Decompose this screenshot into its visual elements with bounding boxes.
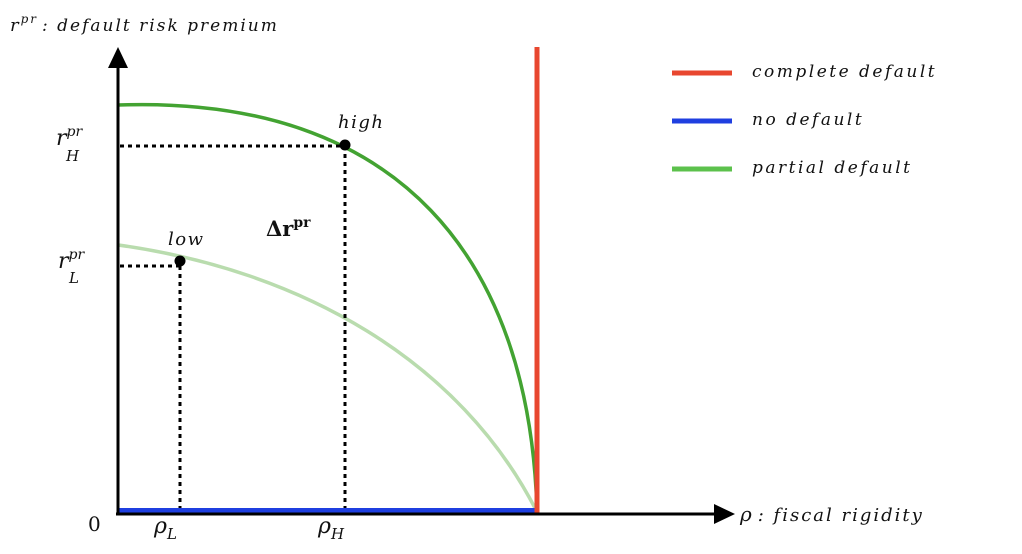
partial-default-high-curve [117, 102, 539, 513]
point-low [174, 255, 186, 267]
y-axis-symbol: r [10, 15, 21, 36]
point-label-high: high [338, 112, 384, 133]
x-tick-rhoL-base: ρ [153, 514, 167, 539]
delta-rpr-base: Δr [266, 216, 294, 241]
legend-label-no-default: no default [752, 110, 864, 130]
x-axis-title: ρ: fiscal rigidity [739, 502, 924, 526]
y-axis-label: : default risk premium [42, 16, 279, 36]
y-axis-arrowhead [108, 47, 128, 68]
y-tick-rH-sub-text: H [65, 147, 80, 165]
delta-rpr-sup: pr [293, 215, 311, 231]
x-tick-rhoH-base: ρ [317, 514, 331, 539]
y-tick-rH-base: r [56, 126, 68, 151]
legend: complete default no default partial defa… [672, 62, 937, 178]
y-tick-rL-sub-text: L [68, 269, 79, 287]
partial-default-low-curve [117, 243, 539, 513]
y-tick-rL-sup: pr [69, 247, 86, 263]
origin-label: 0 [88, 512, 101, 536]
x-tick-rhoH-sub: H [330, 525, 345, 543]
legend-item-complete-default: complete default [672, 62, 937, 82]
x-tick-rhoH: ρH [317, 514, 345, 543]
y-tick-rH: rpr [56, 124, 83, 151]
y-axis-symbol-sup: pr [21, 12, 38, 26]
legend-item-partial-default: partial default [672, 158, 912, 178]
legend-label-partial-default: partial default [752, 158, 912, 178]
point-label-low: low [168, 229, 205, 250]
y-tick-rH-sup: pr [67, 124, 84, 140]
y-tick-rL-base: r [58, 249, 70, 274]
x-tick-rhoL: ρL [153, 514, 177, 543]
y-tick-rL: rpr [58, 247, 85, 274]
legend-item-no-default: no default [672, 110, 864, 130]
x-axis-arrowhead [714, 504, 735, 524]
y-axis-title: rpr : default risk premium [10, 12, 279, 36]
x-tick-rhoL-sub: L [166, 525, 177, 543]
point-high [339, 139, 351, 151]
legend-label-complete-default: complete default [752, 62, 937, 82]
guide-lines [120, 144, 347, 510]
x-axis-symbol: ρ [739, 502, 754, 526]
x-axis-label: : fiscal rigidity [758, 505, 924, 526]
delta-rpr-label: Δrpr [266, 215, 311, 241]
